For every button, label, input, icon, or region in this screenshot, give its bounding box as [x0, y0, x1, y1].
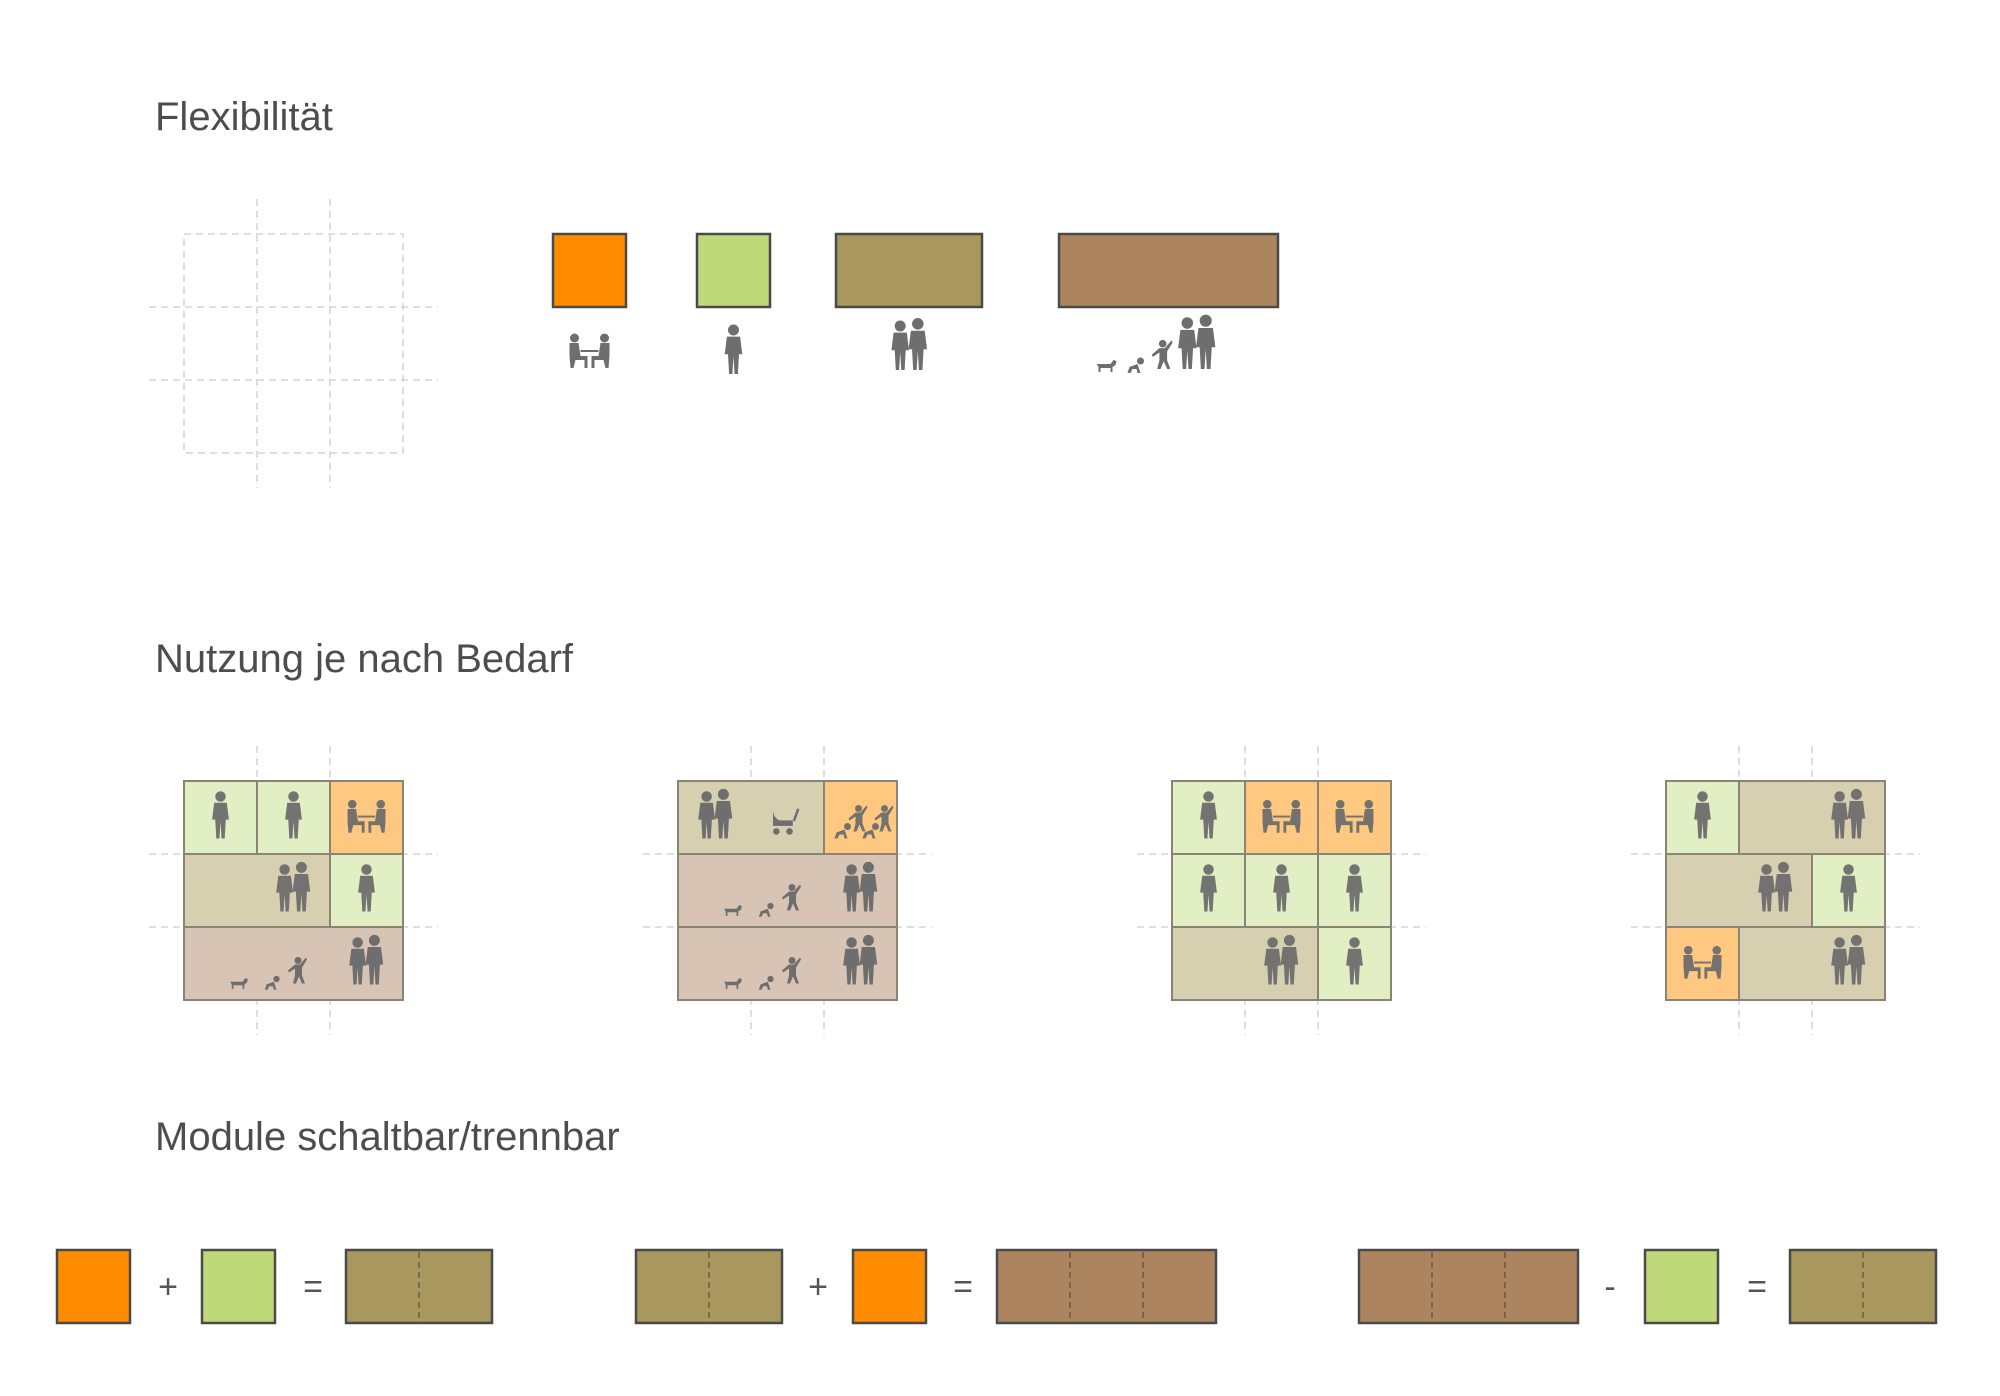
module-type	[1057, 232, 1280, 373]
child-icon	[1151, 339, 1173, 369]
usage-cell	[1244, 780, 1319, 855]
usage-cell	[677, 853, 898, 928]
usage-cell	[1665, 780, 1740, 855]
module-block	[995, 1248, 1218, 1325]
module-type	[834, 232, 984, 370]
usage-cell	[183, 780, 258, 855]
usage-cell	[329, 853, 404, 928]
usage-cell	[1665, 926, 1740, 1001]
module-block	[200, 1248, 277, 1325]
usage-cell	[329, 780, 404, 855]
family-with-dog-icon	[1095, 315, 1216, 373]
heading-flexibility: Flexibilität	[155, 95, 333, 139]
usage-cell	[1317, 853, 1392, 928]
usage-layout	[149, 746, 438, 1035]
usage-cell	[1171, 853, 1246, 928]
usage-cell	[183, 926, 404, 1001]
empty-grid-border	[183, 233, 404, 454]
usage-cell	[677, 780, 825, 855]
module-type-block	[551, 232, 628, 309]
module-type-block	[1057, 232, 1280, 309]
baby-icon	[1127, 357, 1144, 373]
module-block	[55, 1248, 132, 1325]
module-type-block	[695, 232, 772, 309]
usage-cell	[256, 780, 331, 855]
module-block-rect	[55, 1248, 132, 1325]
empty-grid	[149, 199, 438, 488]
usage-cell	[1738, 780, 1886, 855]
usage-cell	[1317, 780, 1392, 855]
module-block	[1643, 1248, 1720, 1325]
operator-symbol: +	[158, 1268, 178, 1306]
single-person-icon	[724, 324, 743, 374]
module-block-rect	[995, 1248, 1218, 1325]
usage-layout	[1631, 746, 1920, 1035]
heading-usage: Nutzung je nach Bedarf	[155, 637, 574, 681]
usage-cell	[1244, 853, 1319, 928]
usage-cell-block	[1665, 926, 1740, 1001]
usage-cell	[1665, 853, 1813, 928]
module-block	[1357, 1248, 1580, 1325]
equals-symbol: =	[1747, 1268, 1767, 1306]
usage-cell	[1317, 926, 1392, 1001]
module-equation: - =	[1357, 1248, 1938, 1325]
module-block	[1788, 1248, 1938, 1325]
couple-icon	[1178, 315, 1215, 369]
couple-icon	[891, 318, 927, 370]
heading-modules: Module schaltbar/trennbar	[155, 1115, 620, 1159]
operator-symbol: +	[808, 1268, 828, 1306]
module-equation: + =	[634, 1248, 1218, 1325]
module-block-rect	[1643, 1248, 1720, 1325]
dog-icon	[1095, 360, 1117, 372]
usage-cell	[1171, 926, 1319, 1001]
module-block-rect	[200, 1248, 277, 1325]
operator-symbol: -	[1604, 1268, 1615, 1306]
module-block	[344, 1248, 494, 1325]
module-type-block	[834, 232, 984, 309]
usage-cell	[1738, 926, 1886, 1001]
module-block-rect	[1357, 1248, 1580, 1325]
equals-symbol: =	[953, 1268, 973, 1306]
module-block-rect	[851, 1248, 928, 1325]
module-type	[551, 232, 628, 368]
usage-layout	[643, 746, 932, 1035]
equals-symbol: =	[303, 1268, 323, 1306]
usage-layout	[1137, 746, 1426, 1035]
module-equation: + =	[55, 1248, 494, 1325]
module-block	[634, 1248, 784, 1325]
usage-cell	[677, 926, 898, 1001]
usage-cell	[823, 780, 898, 855]
usage-cell	[1171, 780, 1246, 855]
usage-cell	[183, 853, 331, 928]
two-people-at-table-icon	[569, 333, 610, 368]
module-type	[695, 232, 772, 374]
usage-cell	[1811, 853, 1886, 928]
module-block	[851, 1248, 928, 1325]
